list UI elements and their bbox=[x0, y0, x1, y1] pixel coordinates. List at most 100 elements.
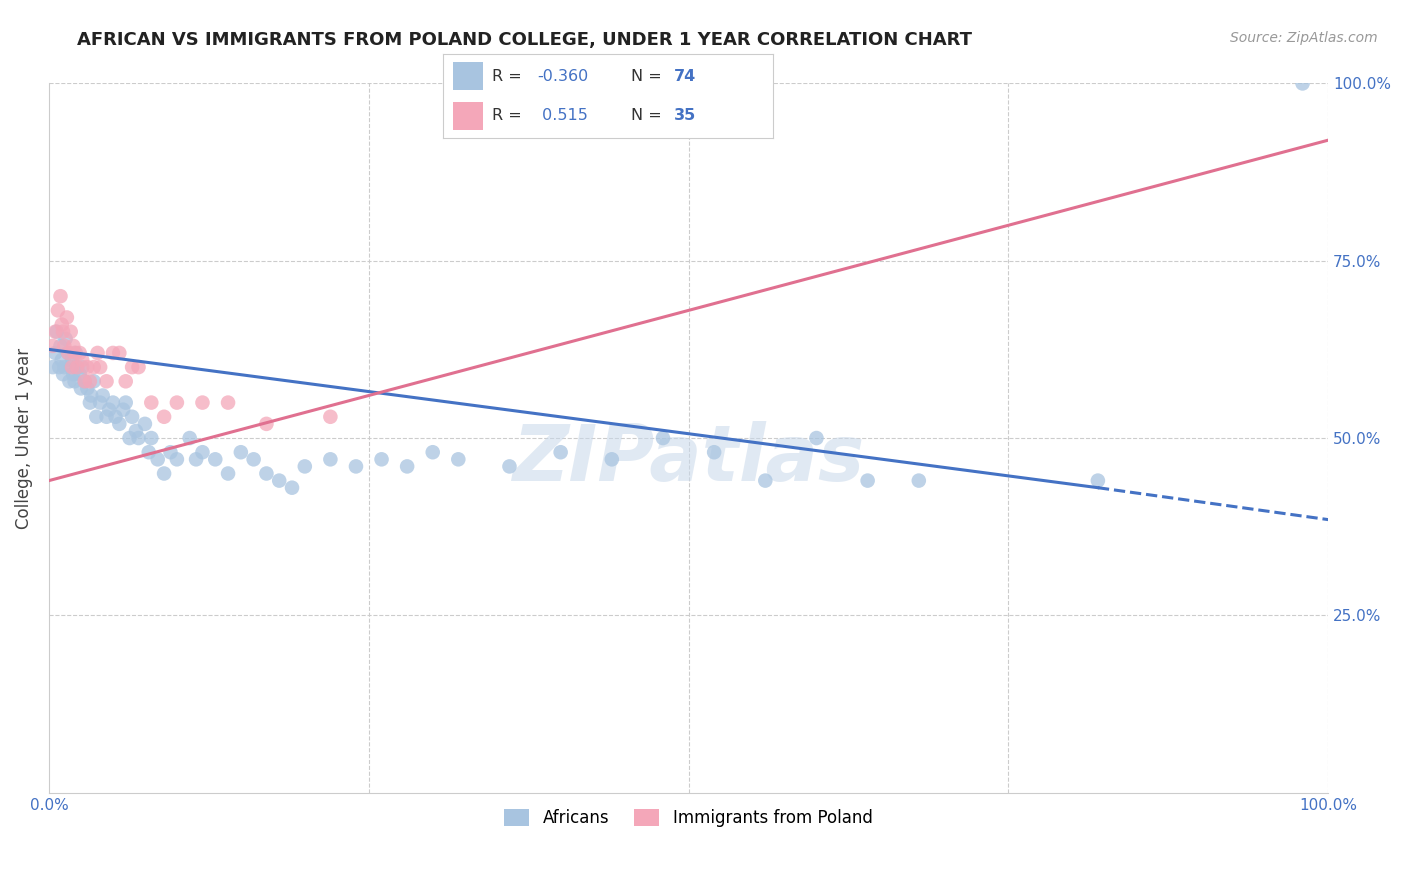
Point bbox=[447, 452, 470, 467]
Legend: Africans, Immigrants from Poland: Africans, Immigrants from Poland bbox=[498, 803, 879, 834]
Point bbox=[79, 374, 101, 388]
Point bbox=[166, 452, 188, 467]
Point bbox=[153, 467, 176, 481]
Text: Source: ZipAtlas.com: Source: ZipAtlas.com bbox=[1230, 31, 1378, 45]
Point bbox=[269, 474, 291, 488]
Point bbox=[56, 346, 79, 360]
Point bbox=[44, 346, 66, 360]
Point bbox=[101, 346, 124, 360]
Point bbox=[70, 381, 93, 395]
Point bbox=[46, 303, 69, 318]
Point bbox=[59, 325, 82, 339]
Text: ZIPatlas: ZIPatlas bbox=[512, 421, 865, 498]
Point bbox=[42, 339, 65, 353]
Point bbox=[1087, 474, 1109, 488]
Point bbox=[498, 459, 520, 474]
Point bbox=[96, 409, 118, 424]
Point bbox=[62, 339, 84, 353]
Text: N =: N = bbox=[631, 69, 666, 84]
Point bbox=[1291, 77, 1313, 91]
Point bbox=[60, 353, 83, 368]
Point bbox=[146, 452, 169, 467]
Point bbox=[91, 388, 114, 402]
Point bbox=[44, 325, 66, 339]
Point bbox=[59, 360, 82, 375]
Point bbox=[60, 360, 83, 375]
Point bbox=[42, 360, 65, 375]
Point bbox=[281, 481, 304, 495]
Point bbox=[45, 325, 67, 339]
Point bbox=[134, 417, 156, 431]
Point bbox=[56, 346, 79, 360]
Point bbox=[191, 395, 214, 409]
Point bbox=[141, 431, 163, 445]
Point bbox=[114, 395, 136, 409]
Point bbox=[550, 445, 572, 459]
Point bbox=[104, 409, 127, 424]
FancyBboxPatch shape bbox=[453, 102, 482, 130]
Point bbox=[89, 395, 111, 409]
Text: R =: R = bbox=[492, 108, 533, 123]
Point bbox=[254, 467, 277, 481]
Point bbox=[84, 409, 107, 424]
Point bbox=[48, 360, 70, 375]
Point bbox=[217, 395, 239, 409]
Point bbox=[65, 346, 87, 360]
Point bbox=[101, 395, 124, 409]
Point bbox=[652, 431, 675, 445]
Point bbox=[76, 360, 98, 375]
Point bbox=[179, 431, 201, 445]
Point bbox=[856, 474, 879, 488]
Point bbox=[70, 360, 93, 375]
Text: N =: N = bbox=[631, 108, 666, 123]
Point bbox=[51, 318, 73, 332]
Text: 0.515: 0.515 bbox=[537, 108, 588, 123]
Point bbox=[128, 431, 150, 445]
Point bbox=[49, 339, 72, 353]
Point bbox=[319, 409, 342, 424]
Point bbox=[53, 339, 76, 353]
Point bbox=[118, 431, 141, 445]
Point bbox=[319, 452, 342, 467]
Point bbox=[294, 459, 316, 474]
Point bbox=[229, 445, 252, 459]
Point bbox=[184, 452, 207, 467]
Point bbox=[121, 409, 143, 424]
Point bbox=[58, 374, 80, 388]
Point bbox=[70, 353, 93, 368]
Point bbox=[62, 368, 84, 382]
Point bbox=[396, 459, 419, 474]
Y-axis label: College, Under 1 year: College, Under 1 year bbox=[15, 348, 32, 529]
Point bbox=[204, 452, 226, 467]
Point bbox=[108, 417, 131, 431]
Point bbox=[55, 332, 77, 346]
Point bbox=[112, 402, 135, 417]
Point bbox=[166, 395, 188, 409]
Point bbox=[83, 374, 105, 388]
Text: R =: R = bbox=[492, 69, 527, 84]
Point bbox=[66, 360, 89, 375]
Point bbox=[89, 360, 111, 375]
Text: 35: 35 bbox=[675, 108, 696, 123]
Point bbox=[153, 409, 176, 424]
Point bbox=[79, 395, 101, 409]
Text: -0.360: -0.360 bbox=[537, 69, 588, 84]
Point bbox=[254, 417, 277, 431]
Point bbox=[69, 346, 91, 360]
Point bbox=[73, 374, 96, 388]
Point bbox=[600, 452, 623, 467]
Point bbox=[138, 445, 160, 459]
Point bbox=[159, 445, 181, 459]
Point bbox=[422, 445, 444, 459]
Point bbox=[51, 353, 73, 368]
Point bbox=[114, 374, 136, 388]
Point bbox=[86, 346, 108, 360]
Point bbox=[69, 368, 91, 382]
FancyBboxPatch shape bbox=[453, 62, 482, 90]
Point bbox=[52, 368, 75, 382]
Point bbox=[191, 445, 214, 459]
Point bbox=[76, 381, 98, 395]
Point bbox=[56, 310, 79, 325]
Point bbox=[121, 360, 143, 375]
Point bbox=[66, 360, 89, 375]
